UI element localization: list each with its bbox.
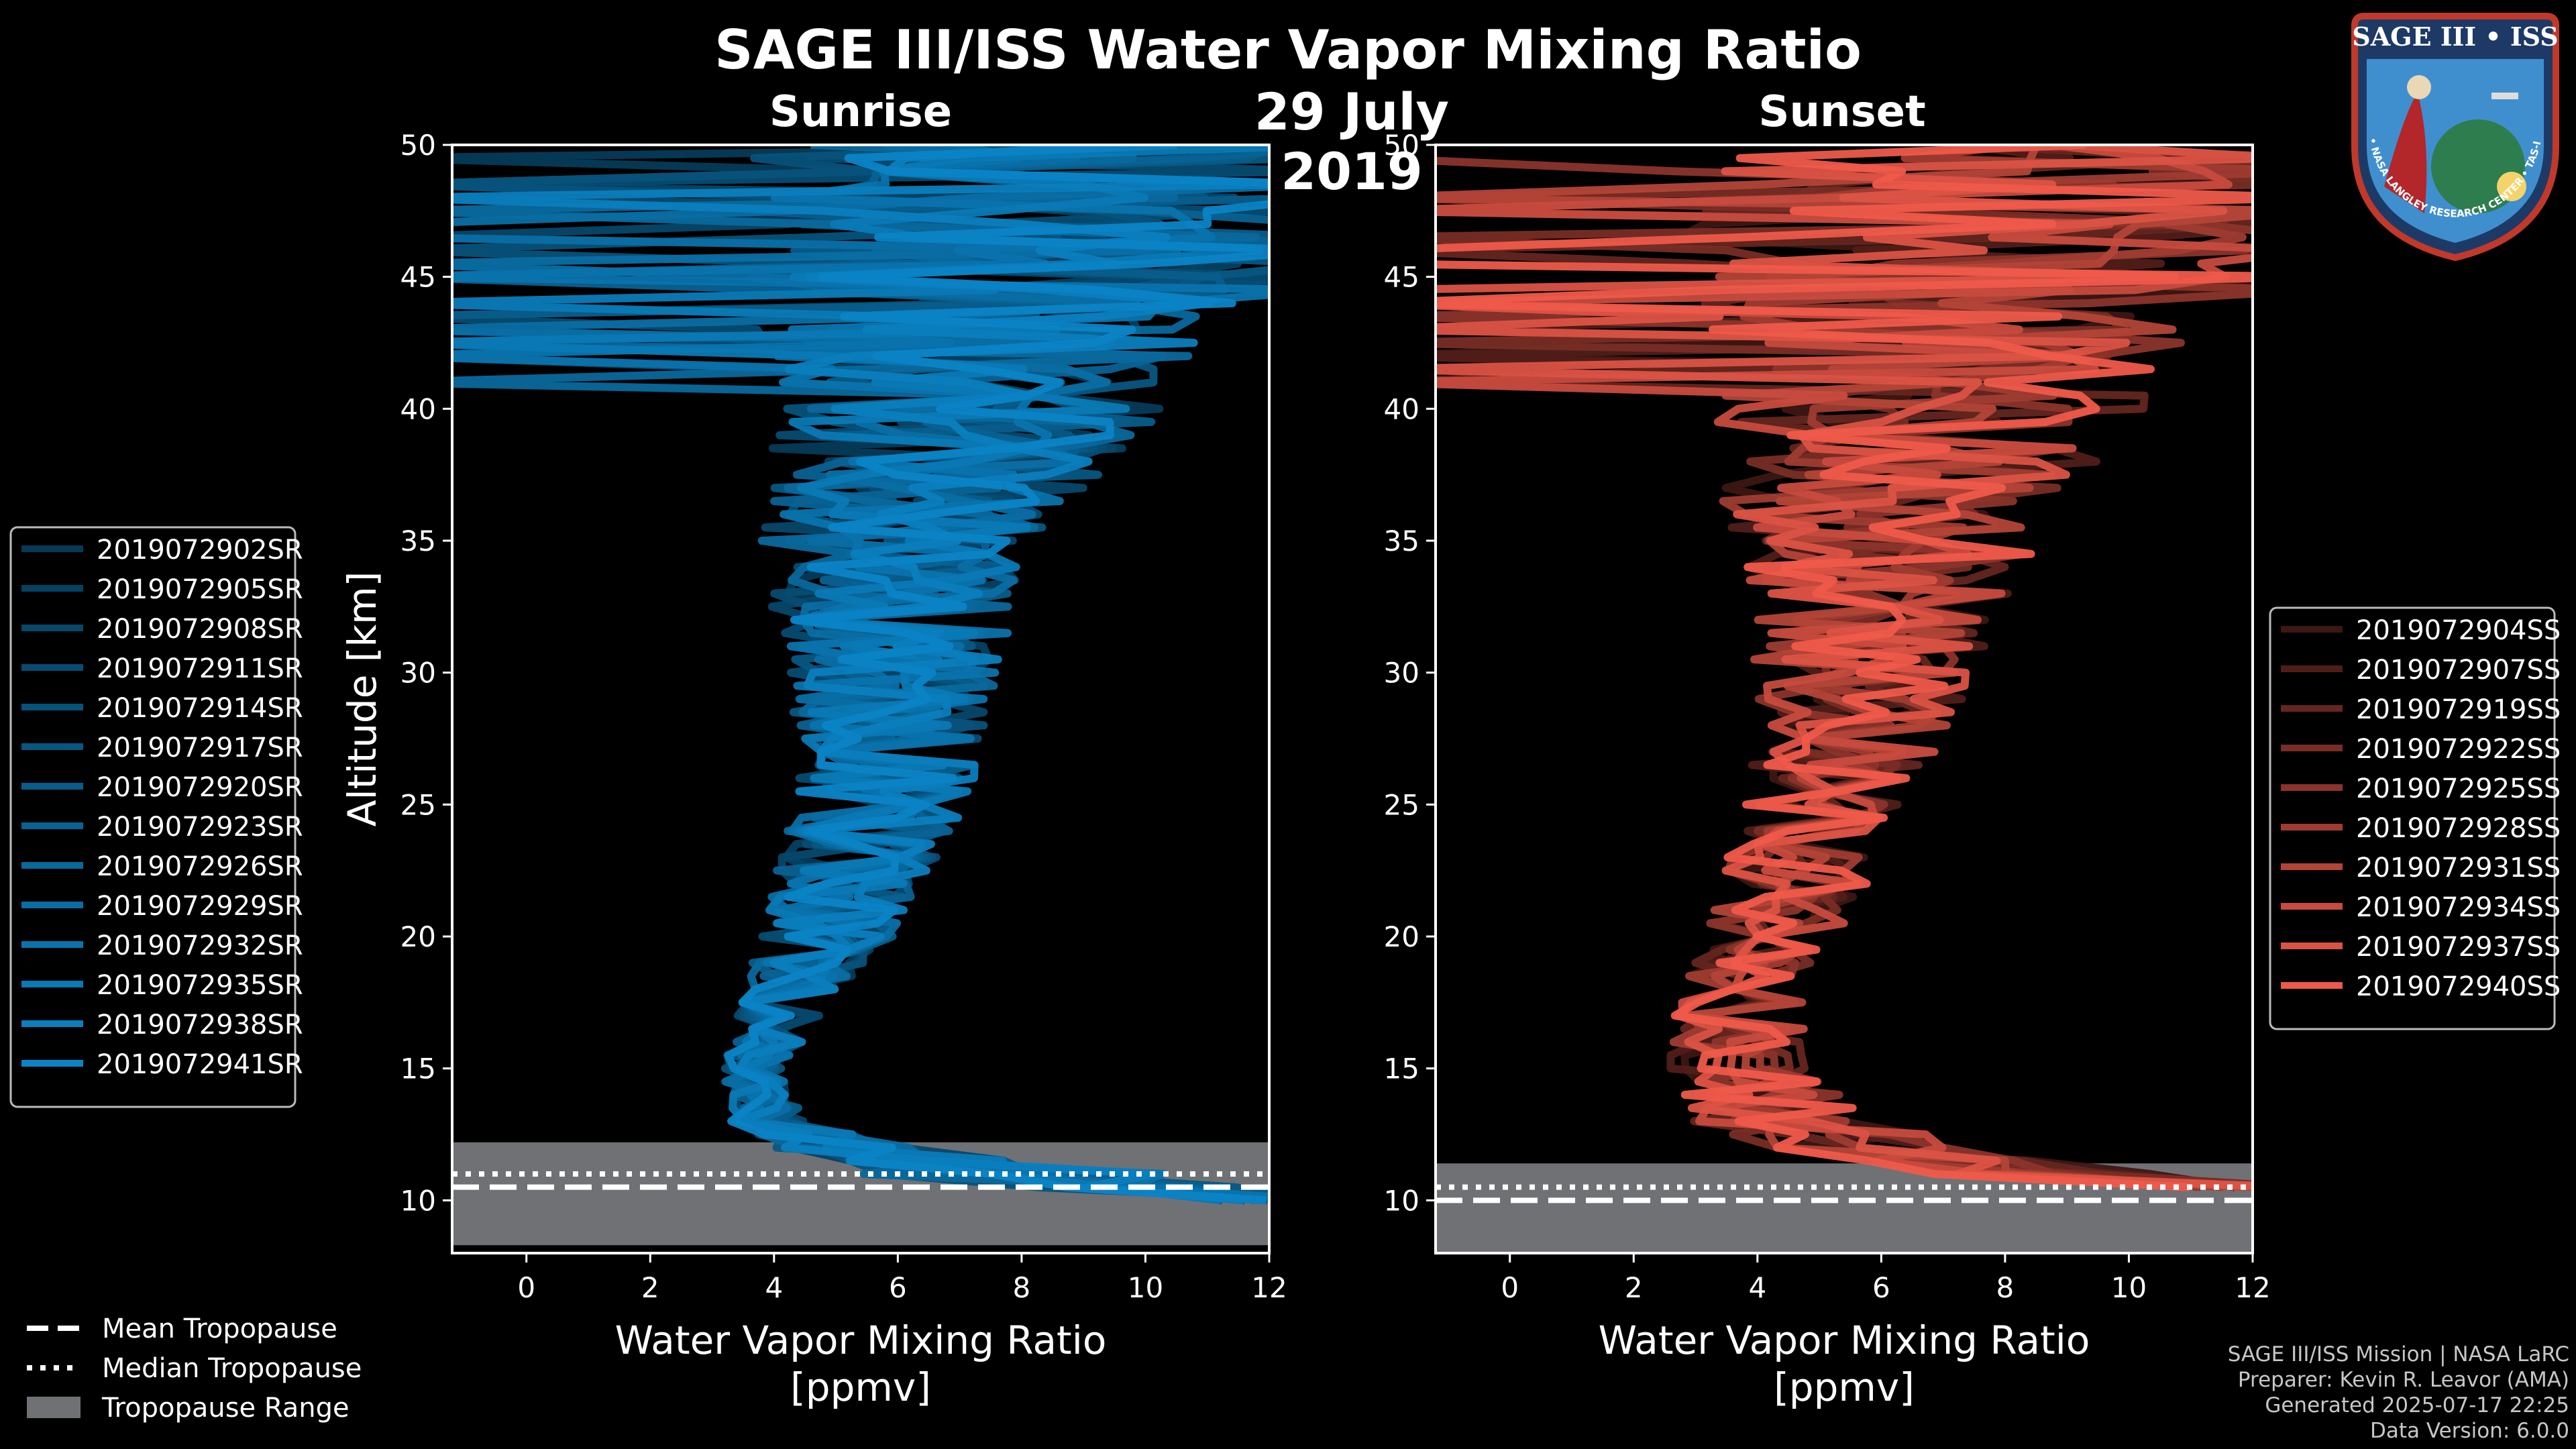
sunset-legend-label-4: 2019072925SS — [2356, 773, 2561, 804]
sunset-xtick-label-4: 4 — [1748, 1271, 1766, 1304]
sunrise-ytick-label-50: 50 — [400, 129, 436, 162]
sunset-ytick-label-35: 35 — [1384, 525, 1419, 557]
sunset-ytick-label-50: 50 — [1384, 129, 1419, 162]
sunrise-ytick-label-15: 15 — [400, 1053, 436, 1085]
sunset-xtick-label-6: 6 — [1872, 1271, 1890, 1304]
sunrise-legend-label-10: 2019072932SR — [97, 930, 303, 961]
sunrise-legend-label-4: 2019072914SR — [97, 693, 303, 724]
sunset-ylabel: Altitude [km] — [339, 572, 385, 826]
sunset-ytick-label-40: 40 — [1384, 392, 1419, 425]
sunrise-ytick-label-30: 30 — [400, 657, 436, 690]
sunset-legend-label-1: 2019072907SS — [2356, 655, 2561, 686]
sunset-xlabel: Water Vapor Mixing Ratio [ppmv] — [1599, 1318, 2090, 1410]
sunset-xtick-label-0: 0 — [1501, 1271, 1519, 1304]
sunset-ytick-label-10: 10 — [1384, 1184, 1419, 1217]
sunrise-legend-label-12: 2019072938SR — [97, 1010, 303, 1040]
sunrise-legend-label-5: 2019072917SR — [97, 733, 303, 763]
sunrise-ytick-label-45: 45 — [400, 261, 436, 294]
sunrise-legend-label-11: 2019072935SR — [97, 970, 303, 1001]
footer-generated: Generated 2025-07-17 22:25 — [2265, 1393, 2569, 1417]
footer-preparer: Preparer: Kevin R. Leavor (AMA) — [2237, 1368, 2569, 1392]
sunrise-ytick-label-40: 40 — [400, 392, 436, 425]
sunset-legend-label-3: 2019072922SS — [2356, 734, 2561, 765]
sunset-xtick-label-10: 10 — [2111, 1271, 2147, 1304]
sunset-axes-frame — [1434, 144, 2254, 1254]
sunrise-legend-label-0: 2019072902SR — [97, 535, 303, 566]
sunrise-profile-2019072941SR — [724, 145, 1269, 1205]
sunset-xtick-label-8: 8 — [1996, 1271, 2015, 1304]
sunrise-axes-frame — [451, 144, 1271, 1254]
sunset-legend-box — [2269, 606, 2556, 1030]
sunrise-chart: 0 2 4 6 8 10 12 10 15 20 25 30 35 40 45 50 Water Vapor M… — [339, 129, 1287, 1410]
sunrise-ylabel: Altitude [km] — [339, 572, 385, 826]
sunset-legend-label-2: 2019072919SS — [2356, 694, 2561, 725]
sunrise-xlabel: Water Vapor Mixing Ratio [ppmv] — [615, 1318, 1107, 1410]
sunset-legend-label-7: 2019072934SS — [2356, 892, 2561, 923]
sunset-legend-label-0: 2019072904SS — [2356, 615, 2561, 646]
tropopause-legend: Mean Tropopause Median Tropopause Tropopau… — [27, 1313, 362, 1424]
sunrise-legend-label-6: 2019072920SR — [97, 772, 303, 803]
sunset-xtick-label-2: 2 — [1625, 1271, 1643, 1304]
sunrise-legend-label-7: 2019072923SR — [97, 812, 303, 843]
sunrise-legend-label-2: 2019072908SR — [97, 614, 303, 645]
sunrise-xtick-label-6: 6 — [889, 1271, 907, 1304]
sunrise-legend-label-8: 2019072926SR — [97, 851, 303, 882]
sunset-legend-label-9: 2019072940SS — [2356, 971, 2561, 1002]
sunset-ytick-label-20: 20 — [1384, 920, 1419, 953]
sunset-ytick-label-25: 25 — [1384, 788, 1419, 821]
sunset-ytick-label-45: 45 — [1384, 261, 1419, 294]
sunset-ytick-label-15: 15 — [1384, 1053, 1419, 1085]
sunrise-legend: 2019072902SR 2019072905SR 2019072908SR 2019… — [9, 526, 303, 1108]
sunrise-legend-label-9: 2019072929SR — [97, 891, 303, 922]
sunrise-xtick-label-2: 2 — [641, 1271, 659, 1304]
footer-credits: SAGE III/ISS Mission | NASA LaRC Prepare… — [2228, 1342, 2569, 1444]
sunrise-legend-label-13: 2019072941SR — [97, 1049, 303, 1080]
sunrise-xtick-label-10: 10 — [1128, 1271, 1163, 1304]
sunrise-legend-box — [9, 526, 297, 1108]
sunset-legend: 2019072904SS 2019072907SS 2019072919SS 2019… — [2269, 606, 2561, 1030]
sunrise-legend-label-3: 2019072911SR — [97, 653, 303, 684]
sunrise-panel-title: Sunrise — [769, 87, 953, 137]
sunrise-xtick-label-0: 0 — [517, 1271, 535, 1304]
sunset-legend-label-6: 2019072931SS — [2356, 853, 2561, 883]
sunset-legend-label-8: 2019072937SS — [2356, 932, 2561, 963]
sunrise-xtick-label-8: 8 — [1013, 1271, 1031, 1304]
sunrise-xtick-label-4: 4 — [765, 1271, 783, 1304]
sunset-profile-2019072940SS — [1436, 145, 2253, 1191]
sunset-xtick-label-12: 12 — [2235, 1271, 2270, 1304]
sunset-ytick-label-30: 30 — [1384, 657, 1419, 690]
date-title: 29 July 2019 — [1254, 82, 1450, 201]
sunset-panel-title: Sunset — [1758, 87, 1926, 137]
sunrise-legend-label-1: 2019072905SR — [97, 574, 303, 605]
footer-version: Data Version: 6.0.0 — [2369, 1419, 2569, 1443]
sage-mission-badge: SAGE III • ISS BALL • NASA LANGLEY RESEA… — [2344, 12, 2559, 262]
sunrise-plot-area — [452, 145, 1269, 1246]
sunset-legend-label-5: 2019072928SS — [2356, 813, 2561, 844]
sunrise-ytick-label-20: 20 — [400, 920, 436, 953]
sunrise-ytick-label-10: 10 — [400, 1184, 436, 1217]
sunset-plot-area — [1436, 145, 2253, 1253]
legend-fill-label: Tropopause Range — [101, 1393, 350, 1424]
legend-tropopause-range-swatch — [27, 1397, 80, 1418]
sunrise-ytick-label-35: 35 — [400, 525, 436, 557]
legend-dotted-label: Median Tropopause — [102, 1353, 362, 1384]
sunrise-ytick-label-25: 25 — [400, 788, 436, 821]
badge-title: SAGE III • ISS — [2352, 21, 2558, 52]
legend-dashed-label: Mean Tropopause — [102, 1313, 337, 1344]
figure-title: SAGE III/ISS Water Vapor Mixing Ratio — [714, 19, 1862, 81]
sunrise-xtick-label-12: 12 — [1251, 1271, 1287, 1304]
footer-mission: SAGE III/ISS Mission | NASA LaRC — [2227, 1342, 2569, 1366]
